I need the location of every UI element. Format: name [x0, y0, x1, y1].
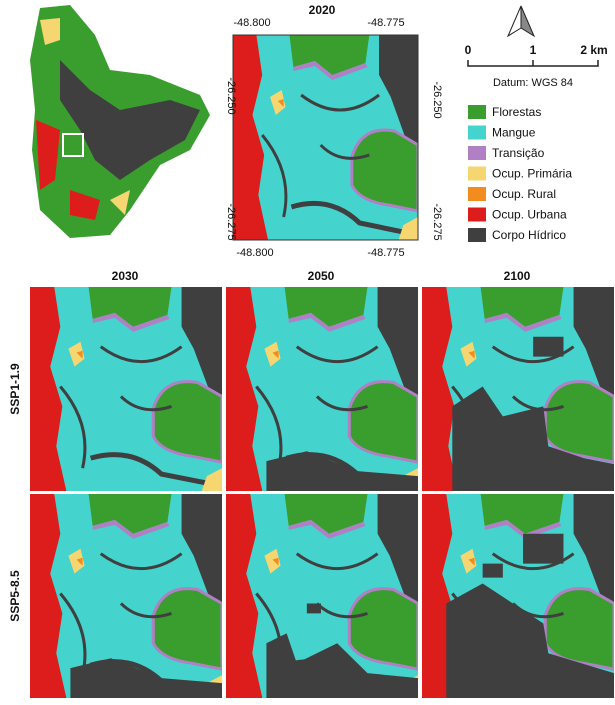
map-2020 — [233, 35, 418, 240]
legend-swatch — [468, 207, 486, 222]
scale-label: 2 km — [580, 43, 607, 57]
overview-map — [30, 5, 210, 238]
map-frame — [232, 34, 419, 241]
scenario-map — [226, 287, 418, 491]
column-title: 2030 — [112, 269, 139, 283]
scenario-map — [30, 287, 222, 491]
row-title: SSP1-1.9 — [8, 363, 22, 415]
legend-swatch — [468, 105, 486, 119]
scenario-map — [422, 494, 614, 698]
coord-label: -26.250 — [431, 81, 443, 118]
coord-label: -48.775 — [367, 17, 404, 29]
scale-label: 0 — [465, 43, 472, 57]
scale-label: 1 — [530, 43, 537, 57]
coord-label: -26.275 — [225, 203, 237, 240]
row-title: SSP5-8.5 — [8, 570, 22, 622]
legend-swatch — [468, 166, 486, 181]
coord-label: -26.275 — [431, 203, 443, 240]
scale-bar: 0 1 2 km Datum: WGS 84 — [465, 43, 608, 89]
legend: Florestas Mangue Transição Ocup. Primária Oc… — [468, 105, 572, 242]
scenario-map — [422, 287, 614, 491]
scenario-grid: 2030 2050 2100 SSP1-1.9 SSP5-8.5 — [8, 269, 614, 698]
legend-label: Florestas — [492, 105, 541, 119]
coord-label: -48.800 — [233, 17, 270, 29]
legend-swatch — [468, 228, 486, 242]
legend-swatch — [468, 125, 486, 140]
coord-label: -48.800 — [236, 247, 273, 259]
coord-label: -26.250 — [225, 77, 237, 114]
legend-label: Mangue — [492, 126, 536, 140]
panel-title: 2020 — [309, 3, 336, 17]
legend-swatch — [468, 187, 486, 201]
datum: Datum: WGS 84 — [493, 77, 573, 89]
coord-label: -48.775 — [367, 247, 404, 259]
legend-swatch — [468, 146, 486, 160]
legend-label: Transição — [492, 146, 545, 160]
north-arrow — [506, 5, 536, 38]
scenario-map — [30, 494, 222, 698]
column-title: 2050 — [308, 269, 335, 283]
legend-label: Ocup. Primária — [492, 167, 572, 181]
legend-label: Ocup. Urbana — [492, 208, 567, 222]
scenario-map — [226, 494, 418, 698]
legend-label: Corpo Hídrico — [492, 228, 566, 242]
column-title: 2100 — [504, 269, 531, 283]
map-layer — [30, 287, 222, 491]
legend-label: Ocup. Rural — [492, 187, 556, 201]
